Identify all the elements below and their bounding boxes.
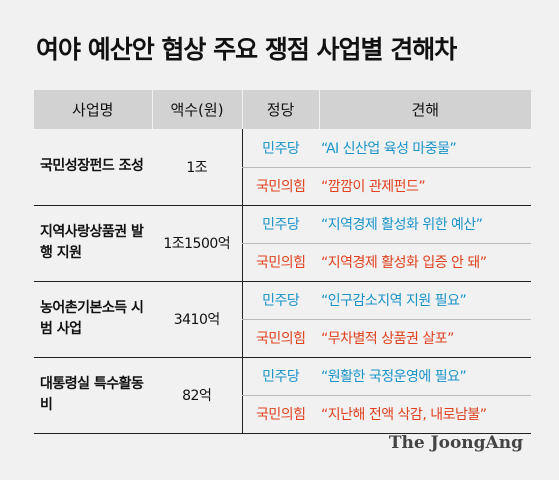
party-people-power: 국민의힘 (241, 319, 319, 358)
view-people-power: “깜깜이 관제펀드” (319, 167, 531, 206)
table-header-row: 사업명 액수(원) 정당 견해 (34, 90, 531, 129)
view-democratic: “AI 신산업 육성 마중물” (319, 129, 531, 168)
view-people-power: “지역경제 활성화 입증 안 돼” (319, 243, 531, 282)
view-democratic: “지역경제 활성화 위한 예산” (319, 205, 531, 244)
project-name: 농어촌기본소득 시범 사업 (34, 281, 152, 358)
header-view: 견해 (318, 90, 531, 129)
amount: 1조 (152, 129, 242, 206)
project-name: 지역사랑상품권 발행 지원 (34, 205, 152, 282)
amount: 3410억 (152, 281, 242, 358)
table-row: 농어촌기본소득 시범 사업 3410억 민주당 “인구감소지역 지원 필요” (34, 281, 531, 358)
view-people-power: “지난해 전액 삭감, 내로남불” (319, 395, 531, 434)
view-people-power: “무차별적 상품권 살포” (319, 319, 531, 358)
table-row: 국민의힘 “지역경제 활성화 입증 안 돼” (34, 243, 531, 282)
header-project: 사업명 (34, 90, 152, 129)
party-people-power: 국민의힘 (241, 395, 319, 434)
party-people-power: 국민의힘 (241, 167, 319, 206)
party-democratic: 민주당 (241, 357, 319, 396)
page-title: 여야 예산안 협상 주요 쟁점 사업별 견해차 (36, 35, 457, 64)
budget-dispute-table: 사업명 액수(원) 정당 견해 국민성장펀드 조성 1조 민주당 “AI 신산업… (34, 90, 531, 434)
table-row: 지역사랑상품권 발행 지원 1조1500억 민주당 “지역경제 활성화 위한 예… (34, 205, 531, 282)
table-row: 국민의힘 “무차별적 상품권 살포” (34, 319, 531, 358)
view-democratic: “인구감소지역 지원 필요” (319, 281, 531, 320)
table-row: 국민의힘 “깜깜이 관제펀드” (34, 167, 531, 206)
header-party: 정당 (241, 90, 319, 129)
party-democratic: 민주당 (241, 281, 319, 320)
party-people-power: 국민의힘 (241, 243, 319, 282)
project-name: 대통령실 특수활동비 (34, 357, 152, 434)
header-amount: 액수(원) (151, 90, 242, 129)
party-democratic: 민주당 (241, 129, 319, 168)
publisher-logo: The JoongAng (388, 433, 523, 453)
amount: 1조1500억 (152, 205, 242, 282)
party-democratic: 민주당 (241, 205, 319, 244)
table-row: 국민의힘 “지난해 전액 삭감, 내로남불” (34, 395, 531, 434)
amount: 82억 (152, 357, 242, 434)
table-row: 국민성장펀드 조성 1조 민주당 “AI 신산업 육성 마중물” (34, 129, 531, 206)
project-name: 국민성장펀드 조성 (34, 129, 152, 206)
table-row: 대통령실 특수활동비 82억 민주당 “원활한 국정운영에 필요” (34, 357, 531, 434)
view-democratic: “원활한 국정운영에 필요” (319, 357, 531, 396)
